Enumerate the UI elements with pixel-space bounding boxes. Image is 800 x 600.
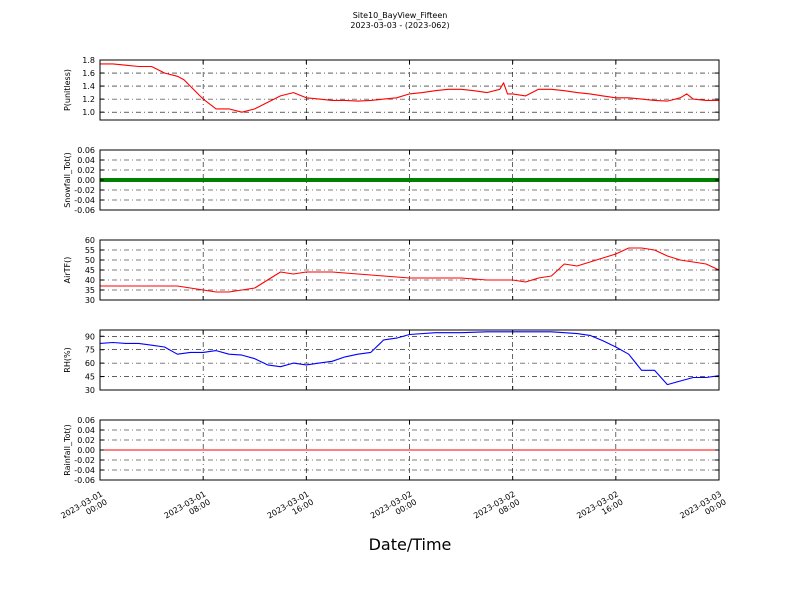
y-tick-label: -0.02 [74,456,95,465]
y-tick-label: 0.06 [77,146,95,155]
y-axis-label: Snowfall_Tot() [63,152,72,208]
y-tick-label: 0.02 [77,436,95,445]
y-tick-label: 0.04 [77,426,95,435]
y-tick-label: 0.04 [77,156,95,165]
series-line-rh [99,331,720,386]
y-tick-label: -0.02 [74,186,95,195]
x-tick-label: 2023-03-0100:00 [59,489,108,528]
x-tick-label: 2023-03-0200:00 [369,489,418,528]
y-tick-label: 40 [85,276,95,285]
x-tick-label: 2023-03-0300:00 [678,489,727,528]
y-tick-label: 35 [85,286,95,295]
series-line-airtf [100,247,720,293]
x-tick-label: 2023-03-0116:00 [266,489,315,528]
y-tick-label: 50 [85,256,95,265]
y-tick-label: 45 [85,266,95,275]
x-tick-label: 2023-03-0208:00 [472,489,521,528]
y-tick-label: 1.2 [82,95,95,104]
y-tick-label: 0.02 [77,166,95,175]
y-tick-label: 1.6 [82,69,95,78]
chart-title: Site10_BayView_Fifteen [352,11,448,20]
y-tick-label: 60 [85,359,95,368]
y-tick-label: -0.04 [74,196,95,205]
y-tick-label: 30 [85,296,95,305]
y-axis-label: RH(%) [63,347,72,372]
y-tick-label: 0.00 [77,446,95,455]
y-tick-label: 1.0 [82,108,95,117]
chart-subtitle: 2023-03-03 - (2023-062) [350,21,450,30]
series-line-p-unitless [100,63,719,113]
y-tick-label: 55 [85,246,95,255]
x-tick-label: 2023-03-0216:00 [575,489,624,528]
x-tick-label: 2023-03-0108:00 [163,489,212,528]
y-tick-label: 60 [85,236,95,245]
y-tick-label: -0.06 [74,476,95,485]
y-tick-label: 45 [85,373,95,382]
y-tick-label: 1.4 [82,82,95,91]
x-axis-label: Date/Time [368,535,452,554]
y-axis-label: AirTF() [63,257,72,284]
y-tick-label: 0.06 [77,416,95,425]
y-tick-label: 0.00 [77,176,95,185]
y-tick-label: -0.04 [74,466,95,475]
y-tick-label: 75 [85,346,95,355]
y-tick-label: -0.06 [74,206,95,215]
y-axis-label: Rainfall_Tot() [63,424,72,476]
y-tick-label: 30 [85,386,95,395]
y-axis-label: P(unitless) [63,69,72,111]
y-tick-label: 90 [85,332,95,341]
y-tick-label: 1.8 [82,56,95,65]
